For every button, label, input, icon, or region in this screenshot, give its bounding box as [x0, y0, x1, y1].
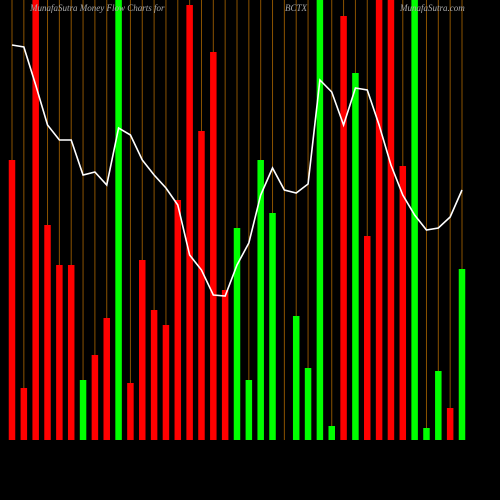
bar	[304, 368, 312, 440]
bar	[91, 355, 99, 440]
bar	[364, 236, 371, 440]
bar	[44, 225, 51, 440]
ticker: BCTX	[285, 3, 308, 13]
bar	[162, 325, 170, 440]
bar	[198, 131, 205, 440]
bar	[103, 318, 110, 440]
bar	[387, 0, 395, 440]
bar	[446, 408, 454, 440]
bar	[245, 380, 253, 440]
bar	[210, 52, 217, 440]
bar	[399, 166, 407, 440]
bar	[150, 310, 158, 440]
bar	[411, 0, 418, 440]
bar	[79, 380, 87, 440]
bar	[352, 73, 359, 440]
bar	[56, 265, 63, 440]
bar	[186, 5, 193, 440]
bar	[233, 228, 241, 440]
site: MunafaSutra.com	[399, 3, 465, 13]
bar	[435, 371, 442, 440]
flow-line	[11, 44, 463, 297]
bar	[458, 269, 466, 440]
bar	[340, 16, 347, 440]
bar	[32, 0, 39, 440]
chart-title: MunafaSutra Money Flow Charts for	[29, 3, 165, 13]
bar	[316, 0, 324, 440]
bar	[257, 160, 264, 440]
bar	[67, 265, 75, 440]
bar	[115, 0, 122, 440]
bar	[221, 290, 229, 440]
bar	[328, 426, 335, 440]
bar	[292, 316, 300, 440]
bar	[174, 200, 182, 440]
bar	[423, 428, 430, 440]
bar	[8, 160, 16, 440]
bar	[20, 388, 28, 440]
bar	[375, 0, 383, 440]
bar	[127, 383, 134, 440]
bar	[139, 260, 146, 440]
bar	[269, 213, 276, 440]
